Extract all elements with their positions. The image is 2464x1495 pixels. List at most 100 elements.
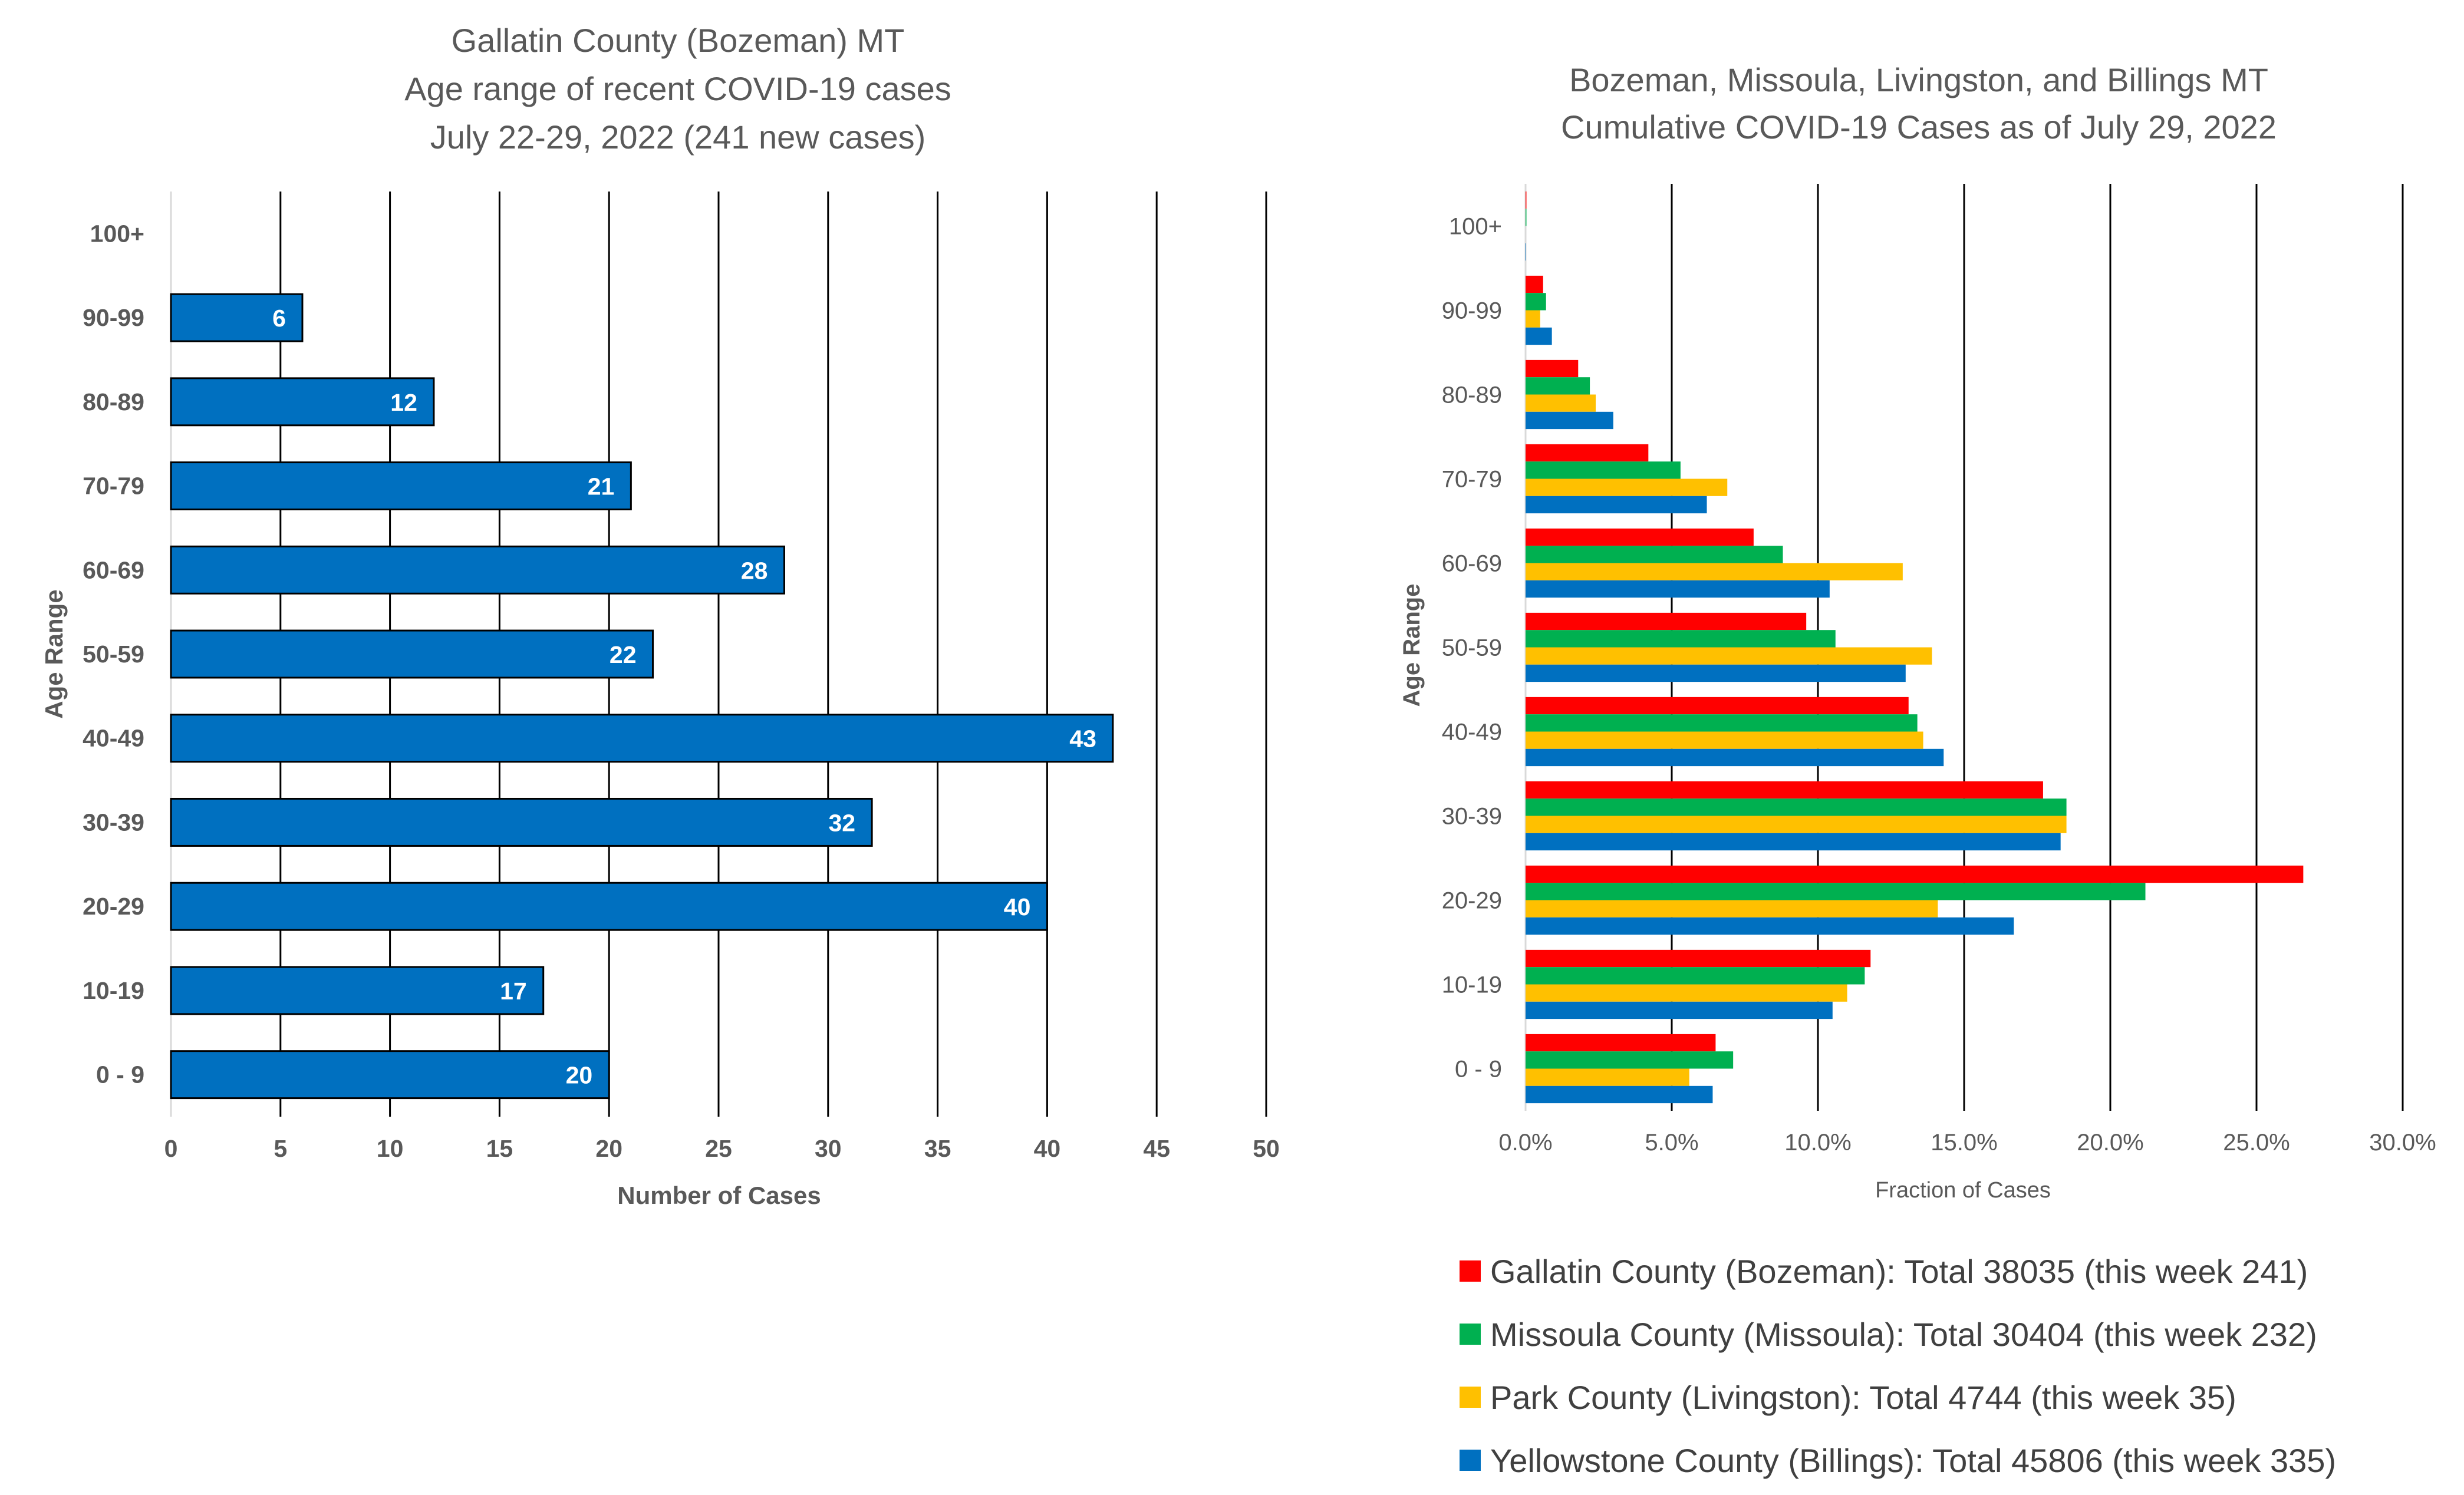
chart1-data-label: 17 (500, 978, 527, 1005)
chart2-bar (1526, 461, 1681, 479)
chart2-x-tick-label: 0.0% (1498, 1130, 1552, 1156)
chart2-bar (1526, 310, 1540, 328)
chart2-legend-swatch (1460, 1450, 1481, 1471)
chart1-data-label: 20 (566, 1062, 593, 1089)
chart2-bar (1526, 697, 1909, 715)
chart1-bar (170, 1050, 610, 1100)
chart2-y-tick-label: 40-49 (1442, 720, 1502, 745)
chart2-bar (1526, 798, 2067, 816)
chart2-legend-swatch (1460, 1324, 1481, 1345)
chart1-x-tick-label: 20 (595, 1135, 622, 1162)
chart1-bar (170, 545, 785, 595)
chart2-bar (1526, 580, 1830, 598)
chart1-bar (170, 377, 435, 427)
chart1-y-tick-label: 10-19 (83, 977, 144, 1004)
chart2-y-tick-label: 50-59 (1442, 635, 1502, 661)
chart2-bar (1526, 359, 1579, 378)
chart2-bar (1526, 1034, 1716, 1052)
chart2-bar (1526, 1001, 1833, 1019)
chart2-bar (1526, 528, 1754, 546)
chart2-y-axis-title: Age Range (1399, 584, 1425, 707)
chart1-y-tick-label: 20-29 (83, 893, 144, 920)
chart1-y-tick-label: 50-59 (83, 641, 144, 668)
chart2-bar (1526, 478, 1728, 496)
chart1-data-label: 22 (610, 641, 637, 668)
chart2-bar (1526, 293, 1546, 311)
chart1-x-tick-label: 45 (1143, 1135, 1170, 1162)
chart1-data-label: 32 (829, 809, 856, 836)
chart1-data-label: 43 (1069, 725, 1096, 753)
chart1-data-label: 40 (1004, 893, 1031, 920)
chart1-y-tick-label: 90-99 (83, 304, 144, 331)
chart2-title-line2: Cumulative COVID-19 Cases as of July 29,… (1561, 108, 2277, 146)
chart2-legend-label: Gallatin County (Bozeman): Total 38035 (… (1490, 1253, 2308, 1290)
chart2-bar (1526, 664, 1906, 682)
chart2-title-line1: Bozeman, Missoula, Livingston, and Billi… (1569, 61, 2268, 98)
chart1-y-tick-label: 0 - 9 (96, 1061, 144, 1088)
chart1-y-tick-label: 70-79 (83, 473, 144, 500)
chart1-bar (170, 714, 1114, 763)
chart1-title-line3: July 22-29, 2022 (241 new cases) (430, 118, 926, 156)
chart2-bars (1526, 191, 2304, 1104)
chart1-y-tick-label: 100+ (90, 220, 144, 247)
chart2-bar (1526, 444, 1649, 462)
chart2-x-axis-title: Fraction of Cases (1875, 1178, 2051, 1203)
chart2-y-tick-label: 20-29 (1442, 888, 1502, 914)
chart2-x-tick-label: 15.0% (1931, 1130, 1997, 1156)
chart1-x-axis-title: Number of Cases (617, 1182, 821, 1209)
chart2-bar (1526, 731, 1923, 749)
chart1-bar (170, 882, 1048, 931)
chart1-title-line1: Gallatin County (Bozeman) MT (452, 22, 905, 59)
chart2-bar (1526, 1051, 1734, 1069)
chart2-bar (1526, 563, 1903, 580)
chart1-data-label: 28 (741, 557, 768, 584)
chart2-bar (1526, 630, 1836, 648)
chart1-y-tick-labels: 0 - 9 10-19 20-29 30-39 40-49 50-59 60-69 70-79… (83, 220, 144, 1088)
chart2-bar (1526, 377, 1590, 395)
chart2-y-tick-label: 10-19 (1442, 972, 1502, 998)
chart2-bar (1526, 984, 1847, 1002)
chart2-legend-swatch (1460, 1387, 1481, 1408)
chart2-x-tick-label: 5.0% (1645, 1130, 1698, 1156)
chart1-x-tick-label: 50 (1253, 1135, 1280, 1162)
chart2-y-tick-label: 30-39 (1442, 804, 1502, 830)
chart2-bar (1526, 865, 2304, 883)
chart1-bars: 20 17 40 32 43 22 28 21 12 6 (170, 293, 1114, 1100)
chart2-bar (1526, 612, 1807, 631)
chart2-x-tick-label: 25.0% (2223, 1130, 2290, 1156)
chart1-y-tick-label: 40-49 (83, 725, 144, 752)
chart2-bar (1526, 1085, 1713, 1104)
chart2-bar (1526, 748, 1944, 767)
chart1-data-label: 21 (588, 473, 615, 500)
chart1-data-label: 12 (390, 389, 417, 416)
chart2-legend-label: Yellowstone County (Billings): Total 458… (1490, 1442, 2336, 1479)
chart1-x-tick-label: 5 (274, 1135, 287, 1162)
chart2-legend-label: Park County (Livingston): Total 4744 (th… (1490, 1379, 2236, 1416)
chart2-bar (1526, 714, 1918, 732)
chart1-data-label: 6 (272, 305, 286, 332)
chart2-y-tick-label: 90-99 (1442, 298, 1502, 324)
chart2-bar (1526, 833, 2061, 851)
chart1-bar (170, 461, 632, 511)
chart2-bar (1526, 647, 1932, 665)
chart1-bar (170, 797, 873, 847)
chart1-bar (170, 966, 545, 1015)
chart1-y-tick-label: 80-89 (83, 388, 144, 415)
chart1-x-tick-labels: 0 5 10 15 20 25 30 35 40 45 50 (164, 1135, 1280, 1162)
chart1-x-tick-label: 40 (1034, 1135, 1061, 1162)
chart2-bar (1526, 949, 1871, 968)
chart2-y-tick-label: 80-89 (1442, 382, 1502, 408)
chart1-bar (170, 293, 304, 342)
chart2-bar (1526, 275, 1543, 293)
chart2-bar (1526, 1068, 1689, 1086)
chart2-x-tick-labels: 0.0% 5.0% 10.0% 15.0% 20.0% 25.0% 30.0% (1498, 1130, 2436, 1156)
chart2-y-tick-label: 60-69 (1442, 551, 1502, 577)
chart1-y-axis-title: Age Range (40, 589, 68, 718)
chart1-x-tick-label: 35 (924, 1135, 951, 1162)
chart2-y-tick-label: 0 - 9 (1455, 1057, 1502, 1083)
chart2-legend-label: Missoula County (Missoula): Total 30404 … (1490, 1316, 2317, 1353)
chart2-bar (1526, 967, 1865, 985)
chart2: Bozeman, Missoula, Livingston, and Billi… (1399, 61, 2436, 1479)
chart2-bar (1526, 327, 1552, 345)
chart2-bar (1526, 816, 2067, 833)
